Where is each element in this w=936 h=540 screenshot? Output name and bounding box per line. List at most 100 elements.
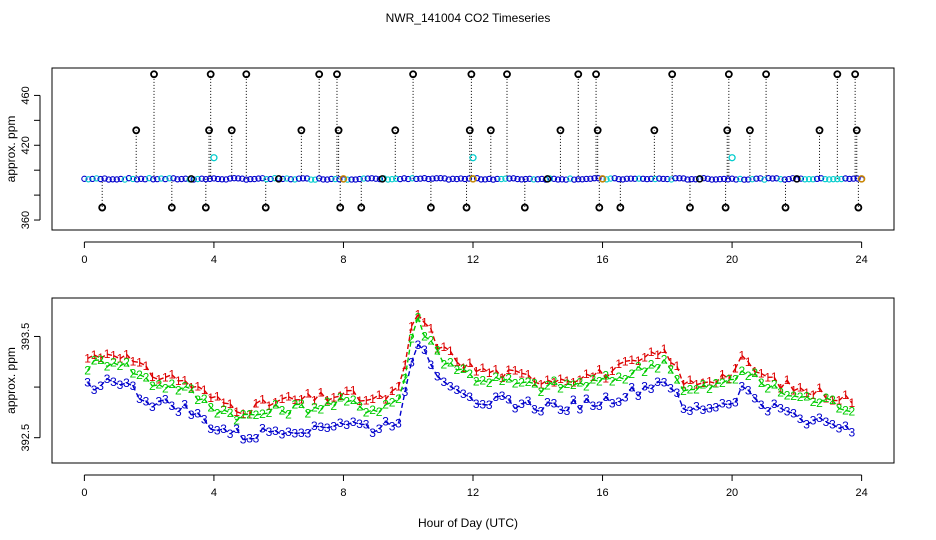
spike-point <box>556 126 565 135</box>
baseline-point <box>214 175 222 183</box>
baseline-point <box>737 175 744 183</box>
x-tick-label: 0 <box>81 254 87 266</box>
baseline-point <box>587 175 594 182</box>
baseline-point <box>295 175 303 182</box>
series-line <box>495 369 503 379</box>
baseline-point <box>283 175 290 182</box>
baseline-point <box>554 176 562 183</box>
series-line <box>689 379 697 386</box>
series-line <box>773 384 782 393</box>
spike-point <box>297 126 306 135</box>
series-line <box>113 381 121 386</box>
baseline-point <box>745 176 752 183</box>
spike-point <box>486 126 495 135</box>
series-line <box>696 405 704 411</box>
spike-point <box>206 70 215 79</box>
series-line <box>825 421 833 425</box>
baseline-point <box>834 176 841 183</box>
baseline-point <box>757 175 764 182</box>
baseline-point <box>656 175 663 182</box>
series-line <box>508 369 516 372</box>
series-line <box>799 418 808 426</box>
baseline-point <box>222 176 230 183</box>
series-line <box>268 430 276 433</box>
baseline-point <box>259 175 266 182</box>
series-line <box>819 417 827 423</box>
series-line <box>780 407 788 413</box>
series-line <box>145 377 153 387</box>
series-line <box>151 401 160 408</box>
series-line <box>501 369 510 379</box>
series-line <box>462 362 471 369</box>
series-line <box>378 421 387 430</box>
series-line <box>177 385 186 391</box>
series-line <box>359 399 367 402</box>
baseline-point <box>93 175 100 182</box>
series-line <box>171 383 179 391</box>
baseline-point <box>388 176 396 183</box>
series-line <box>372 394 380 400</box>
series-line <box>197 398 205 401</box>
x-axis-label: Hour of Day (UTC) <box>418 516 518 530</box>
baseline-point <box>854 175 861 182</box>
series-line <box>586 373 594 378</box>
baseline-marker <box>469 175 477 183</box>
baseline-point <box>198 175 205 182</box>
series-line <box>845 409 853 413</box>
series-line <box>125 353 134 362</box>
baseline-point <box>490 176 497 183</box>
series-line <box>203 419 212 430</box>
series-line <box>831 399 840 409</box>
series-line <box>352 390 361 402</box>
spike-point <box>227 126 236 135</box>
series-line <box>657 359 665 370</box>
baseline-point <box>700 175 707 182</box>
series-line <box>669 369 678 380</box>
series-line <box>696 383 704 391</box>
baseline-point <box>623 175 630 182</box>
spike-point <box>723 126 732 135</box>
baseline-point <box>575 176 582 183</box>
series-line <box>534 381 542 385</box>
baseline-point <box>732 176 740 183</box>
series-line <box>734 370 743 380</box>
x-tick-label: 4 <box>211 487 217 499</box>
series-line <box>806 396 814 403</box>
baseline-point <box>105 176 112 183</box>
spike-point <box>132 126 141 135</box>
series-line <box>533 383 542 393</box>
series-line <box>307 406 315 414</box>
series-line <box>547 379 555 384</box>
series-line <box>165 374 173 378</box>
series-line <box>754 372 762 384</box>
series-line <box>307 393 315 402</box>
spike-point <box>315 70 324 79</box>
series-line <box>223 409 231 414</box>
series-line <box>314 406 322 411</box>
series-marker: 3 <box>849 426 856 440</box>
series-line <box>385 401 393 406</box>
series-line <box>547 401 555 405</box>
series-line <box>644 351 652 358</box>
baseline-point <box>688 175 695 183</box>
baseline-point <box>724 176 732 183</box>
series-line <box>495 376 503 382</box>
series-line <box>210 428 218 432</box>
series-line <box>728 401 736 406</box>
series-line <box>702 381 710 384</box>
baseline-point <box>526 175 533 182</box>
series-line <box>689 405 697 412</box>
spike-point <box>721 203 730 212</box>
series-line <box>158 376 166 381</box>
series-line <box>229 428 238 435</box>
baseline-point <box>567 175 574 182</box>
series-line <box>125 362 134 375</box>
series-line <box>274 403 283 412</box>
baseline-point <box>765 175 772 182</box>
series-line <box>365 409 373 414</box>
series-line <box>275 430 283 436</box>
series-line <box>184 379 192 388</box>
series-line <box>139 361 147 367</box>
series-line <box>786 379 795 392</box>
spike-point <box>745 126 754 135</box>
